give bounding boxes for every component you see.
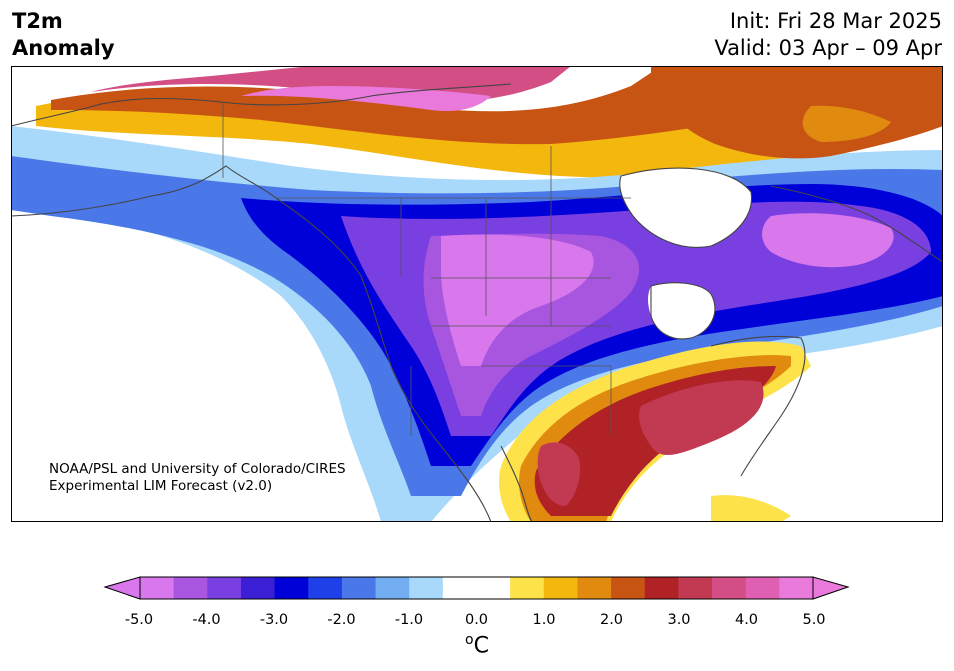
map-title: T2m Anomaly	[12, 8, 115, 62]
colorbar-low-extend	[103, 576, 141, 600]
great-lakes	[648, 282, 715, 339]
colorbar-cell	[240, 577, 276, 599]
arctic-pink-core	[241, 86, 491, 112]
colorbar-cell	[341, 577, 377, 599]
title-line-type: Anomaly	[12, 36, 115, 60]
colorbar-cell	[745, 577, 780, 599]
colorbar-tick-label: 1.0	[532, 612, 556, 628]
credit-line-1: NOAA/PSL and University of Colorado/CIRE…	[49, 461, 346, 477]
warm-magenta-core	[639, 380, 764, 455]
cold-core-east	[762, 213, 894, 268]
temperature-anomaly-map	[11, 66, 943, 522]
colorbar-tick-label: -3.0	[259, 612, 289, 628]
colorbar-cell	[375, 577, 410, 599]
colorbar-cell	[274, 577, 309, 599]
caribbean-cuba	[711, 495, 791, 522]
hudson-bay	[619, 168, 752, 248]
colorbar-cell	[510, 577, 545, 599]
forecast-dates: Init: Fri 28 Mar 2025 Valid: 03 Apr – 09…	[714, 8, 942, 62]
colorbar-cell	[140, 577, 175, 599]
colorbar-cell	[611, 577, 646, 599]
map-frame	[11, 66, 943, 522]
valid-range: Valid: 03 Apr – 09 Apr	[714, 36, 942, 60]
colorbar-tick-label: 0.0	[464, 612, 489, 628]
colorbar-tick-label: -4.0	[192, 612, 221, 628]
colorbar-tick-label: -1.0	[394, 612, 424, 628]
colorbar-cell	[577, 577, 612, 599]
unit-degree: o	[465, 632, 474, 648]
colorbar-cell	[779, 577, 814, 599]
colorbar-cell	[543, 577, 578, 599]
colorbar-cell	[409, 577, 444, 599]
colorbar-tick-label: 3.0	[667, 612, 691, 628]
colorbar-cell	[207, 577, 242, 599]
credit-text: NOAA/PSL and University of Colorado/CIRE…	[49, 461, 346, 495]
colorbar-cell	[173, 577, 208, 599]
colorbar-cell	[678, 577, 713, 599]
colorbar-cell	[476, 577, 511, 599]
colorbar	[103, 576, 850, 600]
unit-celsius: C	[473, 633, 489, 659]
credit-line-2: Experimental LIM Forecast (v2.0)	[49, 478, 273, 494]
cold-core-west	[441, 234, 594, 366]
colorbar-cell	[442, 577, 477, 599]
title-line-variable: T2m	[12, 9, 63, 33]
colorbar-frame	[139, 576, 814, 600]
mexico-warm-core	[537, 442, 581, 506]
colorbar-tick-label: -2.0	[327, 612, 356, 628]
colorbar-tick-label: -5.0	[124, 612, 154, 628]
greenland-orange	[802, 105, 891, 142]
colorbar-tick-label: 4.0	[734, 612, 759, 628]
colorbar-cell	[308, 577, 343, 599]
colorbar-high-extend	[812, 576, 850, 600]
colorbar-tick-label: 5.0	[802, 612, 826, 628]
colorbar-cell	[712, 577, 747, 599]
coastline-outlines	[11, 83, 943, 522]
political-boundaries	[222, 102, 631, 436]
colorbar-unit: oC	[465, 632, 489, 658]
colorbar-cell	[644, 577, 679, 599]
init-date: Init: Fri 28 Mar 2025	[729, 9, 942, 33]
colorbar-tick-label: 2.0	[599, 612, 624, 628]
